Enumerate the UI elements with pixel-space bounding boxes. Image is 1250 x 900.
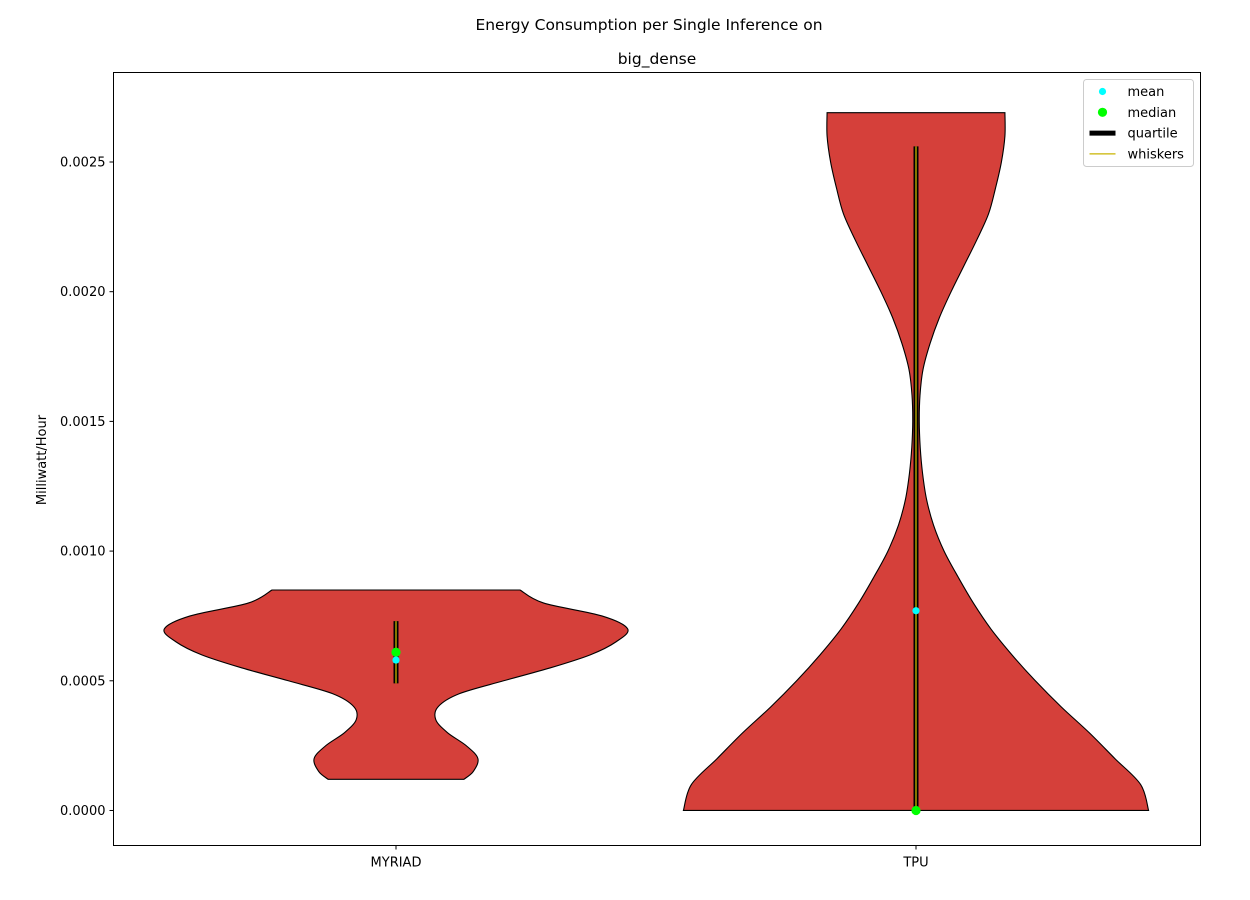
x-tick-label-myriad: MYRIAD <box>371 856 422 871</box>
violin-myriad-body <box>163 589 629 780</box>
y-tick-label: 0.0020 <box>60 285 106 300</box>
x-tick-label-tpu: TPU <box>902 856 928 871</box>
y-axis-label: Milliwatt/Hour <box>35 414 50 505</box>
violin-tpu-median-point <box>911 805 921 816</box>
y-tick-label: 0.0015 <box>60 415 106 430</box>
plot-area: 0.0000 0.0005 0.0010 0.0015 0.0020 0.0025 MYRI… <box>60 112 1150 871</box>
legend-box <box>1083 79 1194 167</box>
chart-title-line2: big_dense <box>618 50 697 69</box>
legend-marker-mean <box>1098 87 1107 96</box>
legend-label-quartile: quartile <box>1128 127 1178 142</box>
violin-tpu-mean-point <box>912 607 920 615</box>
violin-myriad-median-point <box>391 647 401 657</box>
chart-title-line1: Energy Consumption per Single Inference … <box>475 16 822 34</box>
y-tick-label: 0.0010 <box>60 545 106 560</box>
legend-label-whiskers: whiskers <box>1128 147 1185 162</box>
y-tick-label: 0.0025 <box>60 155 106 170</box>
y-tick-label: 0.0000 <box>60 804 106 819</box>
legend-label-median: median <box>1128 106 1177 121</box>
y-tick-label: 0.0005 <box>60 674 106 689</box>
plot-frame <box>113 72 1201 846</box>
legend-label-mean: mean <box>1128 85 1165 100</box>
violin-myriad-mean-point <box>392 656 400 664</box>
legend: mean median quartile whiskers <box>1083 79 1194 167</box>
legend-marker-median <box>1097 107 1108 117</box>
